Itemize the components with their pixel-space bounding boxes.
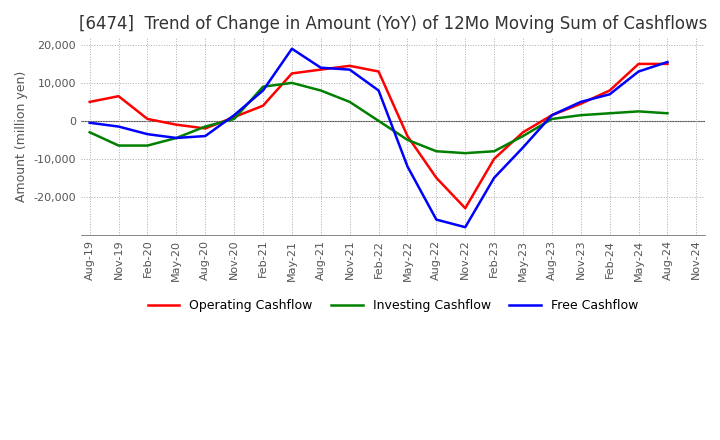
Legend: Operating Cashflow, Investing Cashflow, Free Cashflow: Operating Cashflow, Investing Cashflow, … bbox=[143, 294, 643, 317]
Investing Cashflow bbox=[403, 137, 412, 143]
Free Cashflow bbox=[577, 99, 585, 105]
Free Cashflow bbox=[258, 88, 267, 93]
Free Cashflow bbox=[663, 59, 672, 65]
Operating Cashflow bbox=[374, 69, 383, 74]
Title: [6474]  Trend of Change in Amount (YoY) of 12Mo Moving Sum of Cashflows: [6474] Trend of Change in Amount (YoY) o… bbox=[78, 15, 707, 33]
Investing Cashflow bbox=[143, 143, 152, 148]
Investing Cashflow bbox=[490, 149, 498, 154]
Operating Cashflow bbox=[230, 114, 238, 120]
Investing Cashflow bbox=[346, 99, 354, 105]
Free Cashflow bbox=[374, 88, 383, 93]
Free Cashflow bbox=[606, 92, 614, 97]
Investing Cashflow bbox=[230, 116, 238, 121]
Free Cashflow bbox=[230, 113, 238, 118]
Line: Free Cashflow: Free Cashflow bbox=[90, 49, 667, 227]
Operating Cashflow bbox=[634, 61, 643, 66]
Investing Cashflow bbox=[548, 116, 557, 121]
Investing Cashflow bbox=[606, 110, 614, 116]
Free Cashflow bbox=[346, 67, 354, 72]
Free Cashflow bbox=[461, 224, 469, 230]
Investing Cashflow bbox=[317, 88, 325, 93]
Free Cashflow bbox=[287, 46, 296, 51]
Line: Investing Cashflow: Investing Cashflow bbox=[90, 83, 667, 153]
Operating Cashflow bbox=[548, 113, 557, 118]
Line: Operating Cashflow: Operating Cashflow bbox=[90, 64, 667, 208]
Operating Cashflow bbox=[432, 175, 441, 180]
Free Cashflow bbox=[548, 113, 557, 118]
Operating Cashflow bbox=[201, 126, 210, 131]
Operating Cashflow bbox=[143, 116, 152, 121]
Operating Cashflow bbox=[577, 101, 585, 106]
Free Cashflow bbox=[317, 65, 325, 70]
Investing Cashflow bbox=[634, 109, 643, 114]
Operating Cashflow bbox=[287, 71, 296, 76]
Investing Cashflow bbox=[287, 80, 296, 85]
Operating Cashflow bbox=[403, 133, 412, 139]
Operating Cashflow bbox=[172, 122, 181, 127]
Free Cashflow bbox=[518, 145, 527, 150]
Operating Cashflow bbox=[606, 88, 614, 93]
Investing Cashflow bbox=[172, 136, 181, 141]
Investing Cashflow bbox=[114, 143, 123, 148]
Free Cashflow bbox=[172, 136, 181, 141]
Y-axis label: Amount (million yen): Amount (million yen) bbox=[15, 70, 28, 202]
Operating Cashflow bbox=[663, 61, 672, 66]
Investing Cashflow bbox=[432, 149, 441, 154]
Operating Cashflow bbox=[518, 130, 527, 135]
Operating Cashflow bbox=[114, 94, 123, 99]
Operating Cashflow bbox=[461, 205, 469, 211]
Operating Cashflow bbox=[346, 63, 354, 69]
Free Cashflow bbox=[201, 133, 210, 139]
Free Cashflow bbox=[86, 120, 94, 125]
Investing Cashflow bbox=[86, 130, 94, 135]
Investing Cashflow bbox=[258, 84, 267, 89]
Free Cashflow bbox=[143, 132, 152, 137]
Free Cashflow bbox=[114, 124, 123, 129]
Investing Cashflow bbox=[374, 118, 383, 124]
Operating Cashflow bbox=[86, 99, 94, 105]
Investing Cashflow bbox=[461, 150, 469, 156]
Free Cashflow bbox=[403, 164, 412, 169]
Free Cashflow bbox=[490, 175, 498, 180]
Investing Cashflow bbox=[663, 110, 672, 116]
Investing Cashflow bbox=[201, 124, 210, 129]
Free Cashflow bbox=[634, 69, 643, 74]
Operating Cashflow bbox=[490, 156, 498, 161]
Investing Cashflow bbox=[577, 113, 585, 118]
Free Cashflow bbox=[432, 217, 441, 222]
Operating Cashflow bbox=[258, 103, 267, 108]
Investing Cashflow bbox=[518, 133, 527, 139]
Operating Cashflow bbox=[317, 67, 325, 72]
